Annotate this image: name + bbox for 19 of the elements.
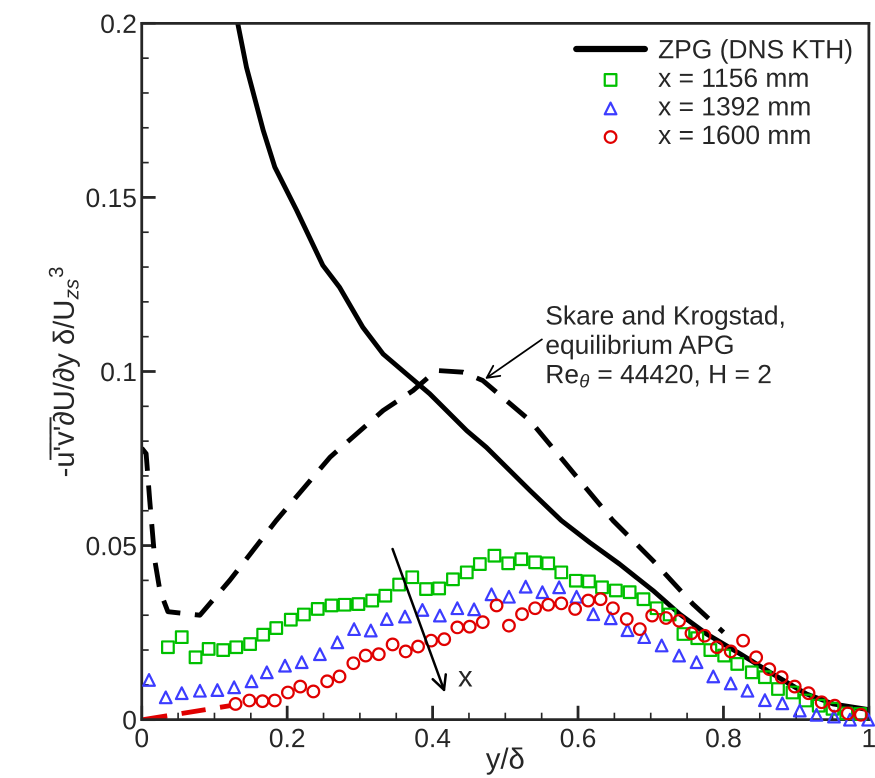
y-tick-label: 0.2 <box>101 14 136 34</box>
y-tick-label: 0.15 <box>86 188 136 208</box>
y-tick-label: 0.05 <box>86 536 136 556</box>
x-tick-label: 0.2 <box>270 728 304 748</box>
legend-label: x = 1600 mm <box>658 126 810 144</box>
annotation: Skare and Krogstad, equilibrium APG Re$_{θ}$ = 44420, H = 2 <box>546 305 784 388</box>
x-tick-label: 0 <box>135 728 148 748</box>
x-tick-label: 0.8 <box>706 728 741 748</box>
annotation: x <box>458 671 472 686</box>
x-tick-label: 1 <box>864 728 875 748</box>
x-tick-label: 0.4 <box>415 728 450 748</box>
y-tick-label: 0.1 <box>101 362 136 382</box>
x-tick-label: 0.6 <box>560 728 596 748</box>
y-tick-label: 0 <box>123 710 136 730</box>
y-axis-title: -u̅'̅v̅'̅∂U/∂y δ/U$_{zs}$$^{3}$ <box>48 267 80 476</box>
legend-label: ZPG (DNS KTH) <box>658 39 852 64</box>
legend-label: x = 1156 mm <box>658 68 808 88</box>
x-axis-title: y/δ <box>486 748 524 775</box>
legend-label: x = 1392 mm <box>658 96 810 116</box>
